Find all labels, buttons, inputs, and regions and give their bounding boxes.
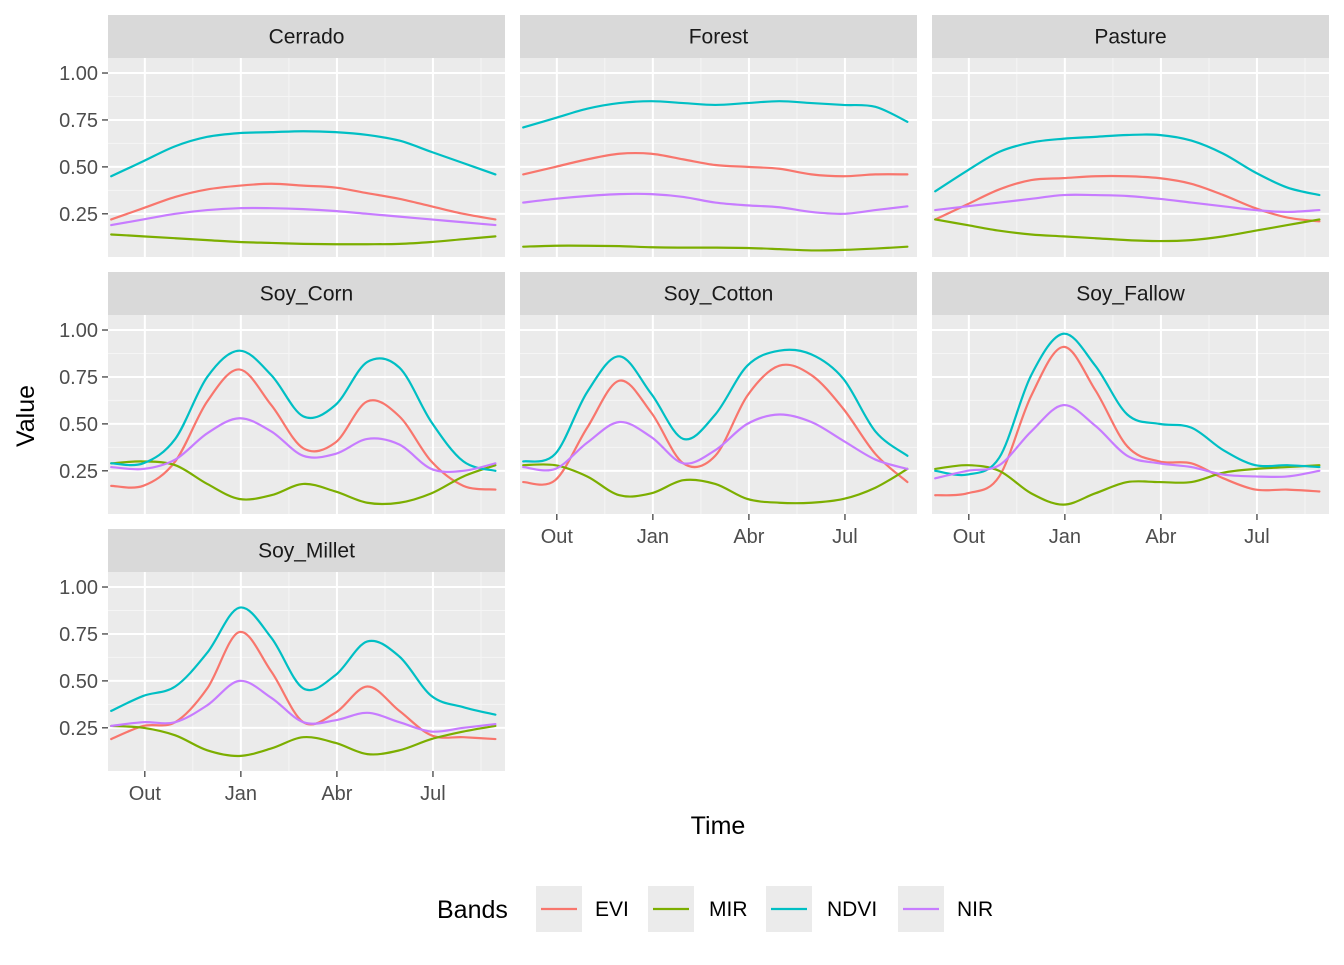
x-tick-label: Out [953,526,986,548]
legend-label: MIR [709,898,748,921]
y-tick-label: 0.75 [59,110,98,132]
x-axis-title: Time [691,812,746,840]
x-tick-label: Jul [832,526,858,548]
facet-pasture: Pasture [932,15,1329,257]
y-tick-label: 1.00 [59,577,98,599]
legend-entry-nir: NIR [898,886,993,932]
series-line-ndvi [110,130,497,178]
series-line-ndvi [934,332,1321,477]
series-line-evi [522,363,909,486]
series-line-nir [934,404,1321,480]
y-tick-label: 0.25 [59,204,98,226]
series-line-nir [110,206,497,227]
panel-background [108,58,505,257]
facet-strip-label: Soy_Fallow [1076,283,1185,306]
x-tick-label: Jan [225,783,257,805]
legend: Bands EVI MIR NDVI NIR [437,886,993,932]
facet-strip [108,529,505,572]
series-line-mir [934,218,1321,243]
panel-background [108,572,505,771]
series-line-ndvi [522,348,909,463]
series-line-ndvi [110,606,497,716]
facet-soy-millet: Soy_Millet 0.25 0.50 0.75 1.00 Out Jan Abr Jul [59,529,505,805]
y-tick-label: 0.50 [59,671,98,693]
series-line-ndvi [110,349,497,472]
x-tick-label: Abr [733,526,764,548]
facet-soy-corn: Soy_Corn 0.25 0.50 0.75 1.00 [59,272,505,514]
legend-label: EVI [595,898,629,921]
series-line-nir [110,679,497,733]
facet-strip [520,15,917,58]
y-tick-label: 1.00 [59,63,98,85]
series-line-evi [110,182,497,221]
facet-strip-label: Soy_Cotton [664,283,774,306]
series-line-mir [934,464,1321,506]
y-tick-label: 0.50 [59,157,98,179]
series-line-nir [110,417,497,473]
x-tick-label: Out [541,526,574,548]
x-tick-label: Abr [1145,526,1176,548]
panel-background [520,58,917,257]
facet-strip-label: Forest [689,26,749,49]
panel-background [108,315,505,514]
series-line-evi [522,151,909,178]
y-tick-label: 0.25 [59,718,98,740]
facet-strip [932,272,1329,315]
x-tick-label: Out [129,783,162,805]
legend-label: NDVI [827,898,877,921]
x-tick-label: Jan [637,526,669,548]
series-line-mir [522,463,909,505]
facet-strip-label: Cerrado [269,26,345,49]
x-tick-label: Abr [321,783,352,805]
y-tick-label: 0.25 [59,461,98,483]
y-tick-label: 0.75 [59,624,98,646]
facet-cerrado: Cerrado 0.25 0.50 0.75 1.00 [59,15,505,257]
series-line-mir [110,233,497,246]
legend-entry-evi: EVI [536,886,629,932]
legend-title: Bands [437,896,508,924]
facet-strip [520,272,917,315]
facet-strip-label: Pasture [1094,26,1166,49]
facet-strip [108,15,505,58]
facet-panels: Cerrado 0.25 0.50 0.75 1.00 Forest Pasture Soy_… [59,15,1329,805]
facet-soy-fallow: Soy_Fallow Out Jan Abr Jul [932,272,1329,548]
legend-label: NIR [957,898,993,921]
panel-background [932,58,1329,257]
legend-entry-ndvi: NDVI [766,886,877,932]
series-line-evi [934,345,1321,497]
y-axis-title: Value [12,385,40,447]
series-line-evi [934,174,1321,223]
series-line-nir [934,193,1321,214]
facet-strip [108,272,505,315]
y-tick-label: 0.50 [59,414,98,436]
x-tick-label: Jan [1049,526,1081,548]
series-line-nir [522,413,909,472]
series-line-ndvi [522,100,909,129]
series-line-nir [522,192,909,215]
facet-soy-cotton: Soy_Cotton Out Jan Abr Jul [520,272,917,548]
facet-strip-label: Soy_Millet [258,540,355,563]
legend-entry-mir: MIR [648,886,748,932]
x-tick-label: Jul [1244,526,1270,548]
series-line-mir [110,724,497,758]
facet-strip [932,15,1329,58]
y-tick-label: 0.75 [59,367,98,389]
panel-background [520,315,917,514]
series-line-mir [522,244,909,252]
facet-strip-label: Soy_Corn [260,283,353,306]
y-tick-label: 1.00 [59,320,98,342]
facet-forest: Forest [520,15,917,257]
x-tick-label: Jul [420,783,446,805]
series-line-evi [110,368,497,491]
series-line-mir [110,460,497,506]
series-line-ndvi [934,133,1321,197]
